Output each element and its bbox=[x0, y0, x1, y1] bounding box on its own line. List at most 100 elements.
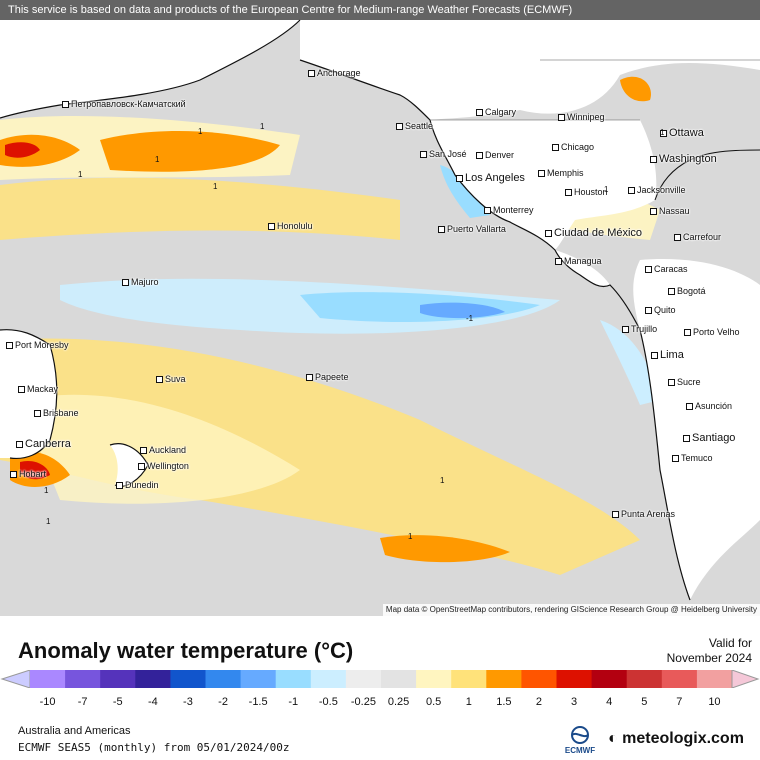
scale-swatch bbox=[135, 670, 171, 688]
scale-tick-label: -1 bbox=[288, 696, 299, 708]
city-label[interactable]: Bogotá bbox=[668, 286, 706, 296]
scale-tick-label: -4 bbox=[147, 696, 158, 708]
scale-tick-label: -0.5 bbox=[318, 696, 338, 708]
city-label[interactable]: Sucre bbox=[668, 377, 701, 387]
city-label[interactable]: Chicago bbox=[552, 142, 594, 152]
map-attribution[interactable]: Map data © OpenStreetMap contributors, r… bbox=[382, 604, 760, 616]
city-label[interactable]: Caracas bbox=[645, 264, 688, 274]
scale-tick-label: -7 bbox=[77, 696, 88, 708]
scale-swatch bbox=[170, 670, 206, 688]
contour-label: 1 bbox=[260, 122, 265, 131]
anomaly-map[interactable]: This service is based on data and produc… bbox=[0, 0, 760, 616]
city-label[interactable]: Memphis bbox=[538, 168, 584, 178]
contour-label: -1 bbox=[466, 314, 474, 323]
valid-for: Valid for November 2024 bbox=[667, 636, 752, 666]
city-label[interactable]: Majuro bbox=[122, 277, 159, 287]
city-label[interactable]: Ottawa bbox=[660, 127, 704, 139]
city-label[interactable]: Jacksonville bbox=[628, 185, 686, 195]
scale-swatch bbox=[661, 670, 698, 688]
scale-tick-label: -3 bbox=[183, 696, 193, 708]
contour-label: 1 bbox=[660, 128, 665, 137]
contour-label: 1 bbox=[155, 155, 160, 164]
color-scale-ticks: -10 -7 -5 -4 -3 -2 -1.5 -1 -0.5 -0.25 0.25 0.5 1 1.5 2… bbox=[0, 696, 760, 712]
contour-label: 1 bbox=[604, 185, 609, 194]
city-label[interactable]: Canberra bbox=[16, 438, 71, 450]
city-label[interactable]: Ciudad de México bbox=[545, 227, 642, 239]
scale-tick-label: 1.5 bbox=[496, 696, 512, 708]
city-label[interactable]: Winnipeg bbox=[558, 112, 605, 122]
city-label[interactable]: Port Moresby bbox=[6, 340, 69, 350]
city-label[interactable]: San José bbox=[420, 149, 467, 159]
city-label[interactable]: Punta Arenas bbox=[612, 509, 675, 519]
city-label[interactable]: Puerto Vallarta bbox=[438, 224, 506, 234]
scale-swatch bbox=[591, 670, 628, 688]
contour-label: 1 bbox=[440, 476, 445, 485]
legend-title: Anomaly water temperature (°C) bbox=[18, 638, 354, 663]
city-label[interactable]: Washington bbox=[650, 153, 717, 165]
scale-swatch bbox=[275, 670, 312, 688]
city-label[interactable]: Trujillo bbox=[622, 324, 657, 334]
city-label[interactable]: Asunción bbox=[686, 401, 732, 411]
contour-label: 1 bbox=[46, 517, 51, 526]
scale-tick-label: -0.25 bbox=[350, 696, 376, 708]
scale-tick-label: 4 bbox=[606, 696, 613, 708]
city-label[interactable]: Auckland bbox=[140, 445, 186, 455]
contour-label: 1 bbox=[408, 532, 413, 541]
city-label[interactable]: Managua bbox=[555, 256, 602, 266]
city-label[interactable]: Porto Velho bbox=[684, 327, 740, 337]
city-label[interactable]: Papeete bbox=[306, 372, 349, 382]
city-label[interactable]: Петропавловск-Камчатский bbox=[62, 99, 186, 109]
meteologix-logo-icon: ◐ bbox=[608, 730, 618, 747]
contour-label: 1 bbox=[198, 127, 203, 136]
scale-tick-label: 0.25 bbox=[387, 696, 410, 708]
city-label[interactable]: Nassau bbox=[650, 206, 690, 216]
scale-tick-label: -10 bbox=[39, 696, 56, 708]
scale-swatch bbox=[381, 670, 417, 688]
city-label[interactable]: Houston bbox=[565, 187, 608, 197]
city-label[interactable]: Hobart bbox=[10, 469, 46, 479]
city-label[interactable]: Dunedin bbox=[116, 480, 159, 490]
city-label[interactable]: Santiago bbox=[683, 432, 735, 444]
ecmwf-notice: This service is based on data and produc… bbox=[0, 0, 760, 20]
scale-tick-label: -2 bbox=[218, 696, 228, 708]
scale-tick-label: 0.5 bbox=[425, 696, 442, 708]
scale-tick-label: -5 bbox=[112, 696, 123, 708]
city-label[interactable]: Mackay bbox=[18, 384, 58, 394]
scale-tick-label: 3 bbox=[570, 696, 578, 708]
ecmwf-logo-text: ECMWF bbox=[565, 746, 595, 755]
scale-swatch bbox=[626, 670, 663, 688]
city-label[interactable]: Carrefour bbox=[674, 232, 721, 242]
city-label[interactable]: Los Angeles bbox=[456, 172, 525, 184]
scale-swatch bbox=[65, 670, 101, 688]
scale-tick-label: 1 bbox=[465, 696, 472, 708]
city-label[interactable]: Seattle bbox=[396, 121, 433, 131]
map-canvas bbox=[0, 19, 760, 601]
city-label[interactable]: Calgary bbox=[476, 107, 516, 117]
scale-tick-label: 7 bbox=[676, 696, 683, 708]
city-label[interactable]: Denver bbox=[476, 150, 514, 160]
model-run-label: ECMWF SEAS5 (monthly) from 05/01/2024/00… bbox=[18, 741, 290, 754]
meteologix-brand[interactable]: ◐ meteologix.com bbox=[608, 730, 744, 748]
valid-date: November 2024 bbox=[666, 651, 752, 665]
city-label[interactable]: Suva bbox=[156, 374, 186, 384]
scale-swatch bbox=[556, 670, 593, 688]
contour-label: 1 bbox=[44, 486, 49, 495]
scale-tick-label: -1.5 bbox=[248, 696, 268, 708]
scale-swatch bbox=[30, 670, 66, 688]
city-label[interactable]: Monterrey bbox=[484, 205, 534, 215]
scale-swatch bbox=[451, 670, 487, 688]
city-label[interactable]: Lima bbox=[651, 349, 684, 361]
scale-swatch bbox=[416, 670, 452, 688]
city-label[interactable]: Quito bbox=[645, 305, 676, 315]
scale-tick-label: 2 bbox=[535, 696, 542, 708]
city-label[interactable]: Anchorage bbox=[308, 68, 361, 78]
city-label[interactable]: Temuco bbox=[672, 453, 713, 463]
legend-panel bbox=[0, 616, 760, 760]
city-label[interactable]: Wellington bbox=[138, 461, 189, 471]
scale-end-low bbox=[0, 670, 31, 688]
city-label[interactable]: Brisbane bbox=[34, 408, 79, 418]
scale-swatch bbox=[486, 670, 522, 688]
scale-swatch bbox=[521, 670, 557, 688]
city-label[interactable]: Honolulu bbox=[268, 221, 313, 231]
ecmwf-logo: ECMWF bbox=[565, 726, 595, 755]
